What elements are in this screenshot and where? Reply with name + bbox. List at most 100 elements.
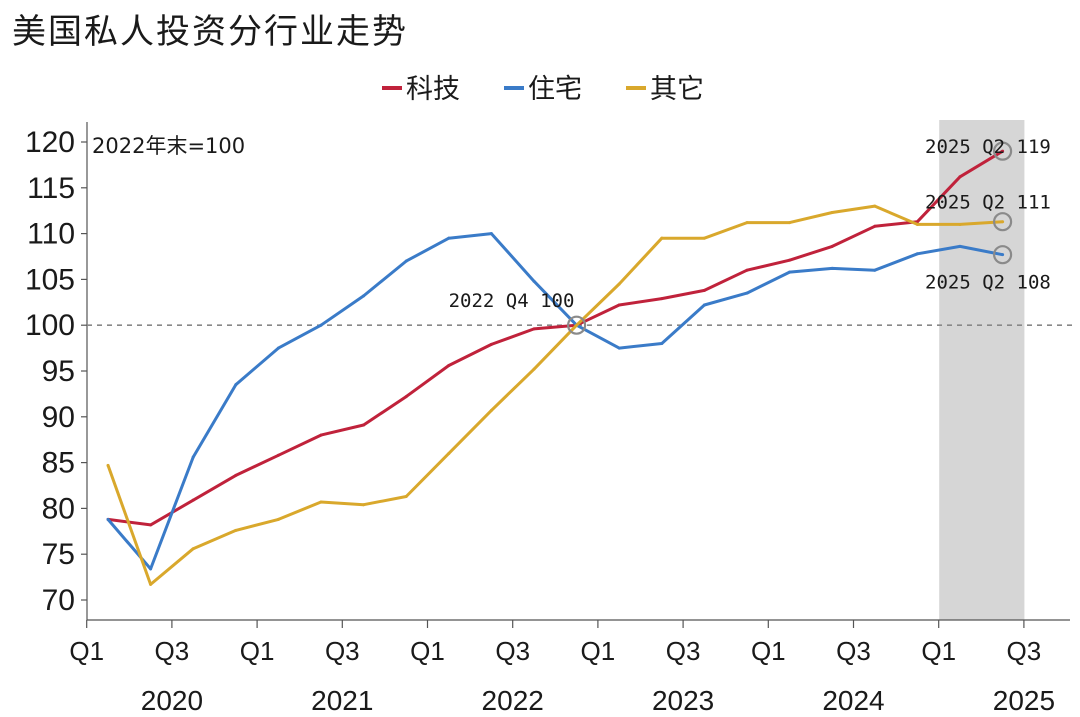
data-point (830, 211, 834, 215)
annotation-label: 2025 Q2 119 (925, 136, 1051, 158)
series-line-科技 (107, 149, 1004, 527)
data-point (532, 327, 536, 331)
data-point (915, 220, 919, 224)
x-tick-label: Q3 (495, 636, 530, 666)
data-point (149, 582, 153, 586)
data-point (447, 451, 451, 455)
legend-label: 住宅 (528, 74, 582, 105)
x-year-label: 2024 (822, 685, 884, 716)
data-point (276, 453, 280, 457)
x-tick-label: Q1 (751, 636, 786, 666)
data-point (362, 423, 366, 427)
data-point (617, 303, 621, 307)
data-point (447, 236, 451, 240)
data-point (1001, 220, 1005, 224)
x-tick-label: Q1 (410, 636, 445, 666)
data-point (575, 323, 579, 327)
x-tick-label: Q1 (581, 636, 616, 666)
x-year-label: 2023 (652, 685, 714, 716)
data-point (404, 395, 408, 399)
data-point (788, 221, 792, 225)
data-point (319, 500, 323, 504)
data-point (489, 232, 493, 236)
data-point (234, 528, 238, 532)
x-tick-label: Q1 (921, 636, 956, 666)
y-tick-label: 110 (27, 218, 75, 251)
annotation-marker (992, 245, 1013, 265)
x-tick-label: Q3 (325, 636, 360, 666)
data-point (234, 383, 238, 387)
data-point (873, 204, 877, 208)
data-point (447, 364, 451, 368)
data-point (873, 268, 877, 272)
x-year-label: 2025 (993, 685, 1055, 716)
x-tick-label: Q3 (155, 636, 190, 666)
data-point (1001, 149, 1005, 153)
data-point (276, 517, 280, 521)
series-line-其它 (106, 204, 1003, 586)
legend: 科技 住宅 其它 (382, 74, 704, 105)
data-point (617, 282, 621, 286)
y-tick-label: 90 (42, 401, 75, 434)
data-point (830, 266, 834, 270)
y-tick-label: 70 (42, 584, 75, 617)
annotation-marker (992, 212, 1013, 232)
data-point (830, 244, 834, 248)
chart-title: 美国私人投资分行业走势 (12, 12, 408, 52)
x-year-label: 2020 (141, 685, 203, 716)
legend-label: 科技 (406, 74, 460, 105)
data-point (191, 498, 195, 502)
data-point (319, 323, 323, 327)
data-point (702, 288, 706, 292)
data-point (234, 473, 238, 477)
data-point (489, 408, 493, 412)
data-point (489, 342, 493, 346)
base-note: 2022年末=100 (92, 134, 245, 158)
annotation-marker (992, 141, 1013, 161)
legend-label: 其它 (650, 74, 704, 105)
data-point (1001, 253, 1005, 257)
y-tick-label: 95 (42, 355, 75, 388)
y-tick-label: 80 (42, 492, 75, 525)
x-tick-label: Q1 (240, 636, 275, 666)
data-point (106, 463, 110, 467)
x-tick-label: Q3 (666, 636, 701, 666)
data-point (873, 224, 877, 228)
data-point (532, 367, 536, 371)
data-point (106, 517, 110, 521)
x-year-label: 2021 (311, 685, 373, 716)
annotation-label: 2025 Q2 111 (925, 192, 1051, 214)
marker-layer (566, 141, 1013, 335)
y-tick-label: 115 (27, 172, 75, 205)
data-point (660, 342, 664, 346)
data-point (702, 303, 706, 307)
data-point (149, 567, 153, 571)
data-point (958, 175, 962, 179)
series-line-住宅 (106, 232, 1003, 571)
data-point (404, 259, 408, 263)
annotation-label: 2025 Q2 108 (925, 272, 1051, 294)
data-point (745, 268, 749, 272)
data-point (745, 291, 749, 295)
annotation-label: 2022 Q4 100 (449, 290, 575, 312)
data-point (660, 236, 664, 240)
annotation-marker (566, 315, 587, 335)
data-point (404, 494, 408, 498)
data-point (149, 523, 153, 527)
x-tick-label: Q3 (836, 636, 871, 666)
data-point (915, 252, 919, 256)
data-point (191, 547, 195, 551)
data-point (362, 503, 366, 507)
series-layer (106, 149, 1005, 586)
y-tick-label: 120 (25, 126, 75, 159)
data-point (362, 294, 366, 298)
data-point (958, 222, 962, 226)
data-point (745, 221, 749, 225)
y-tick-label: 75 (42, 538, 75, 571)
y-tick-label: 85 (42, 447, 75, 480)
y-tick-label: 105 (25, 263, 75, 296)
highlight-band-layer (939, 120, 1025, 620)
x-tick-label: Q1 (69, 636, 104, 666)
data-point (617, 346, 621, 350)
